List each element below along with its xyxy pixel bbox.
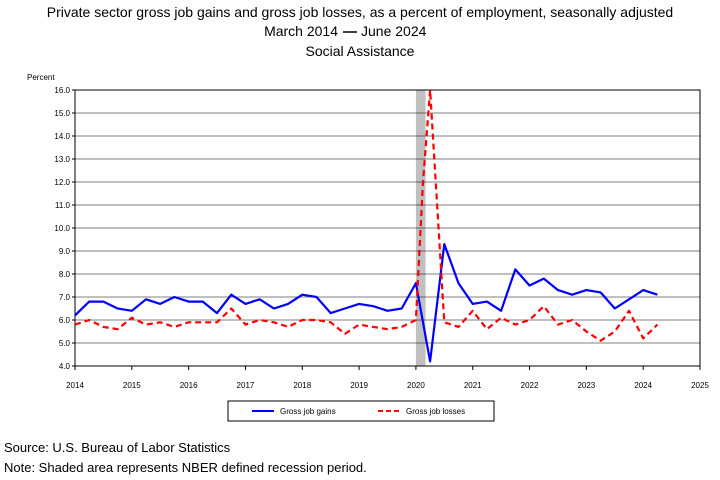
legend: Gross job gains Gross job losses — [227, 400, 495, 422]
y-tick-label: 10.0 — [54, 224, 70, 233]
y-tick-label: 5.0 — [59, 339, 71, 348]
x-tick-label: 2016 — [180, 381, 198, 390]
x-tick-label: 2024 — [634, 381, 652, 390]
series-line-gross-job-gains — [74, 243, 658, 363]
x-tick-label: 2018 — [293, 381, 311, 390]
y-tick-label: 14.0 — [54, 132, 70, 141]
x-tick-label: 2017 — [237, 381, 255, 390]
x-tick-label: 2023 — [577, 381, 595, 390]
y-tick-label: 6.0 — [59, 316, 71, 325]
y-tick-label: 15.0 — [54, 109, 70, 118]
y-tick-label: 9.0 — [59, 247, 71, 256]
legend-box — [227, 400, 495, 422]
y-axis-label: Percent — [27, 73, 55, 82]
series-line-gross-job-losses — [74, 88, 659, 342]
y-tick-label: 8.0 — [59, 270, 71, 279]
x-tick-label: 2021 — [464, 381, 482, 390]
x-axis: 2014 2015 2016 2017 2018 2019 2020 2021 2022 2023… — [66, 366, 709, 390]
series-lines — [74, 88, 659, 363]
chart-subtitle-2: Social Assistance — [306, 43, 415, 59]
y-tick-label: 16.0 — [54, 86, 70, 95]
x-tick-label: 2025 — [691, 381, 709, 390]
x-tick-label: 2014 — [66, 381, 84, 390]
x-tick-label: 2022 — [521, 381, 539, 390]
y-axis: 4.0 5.0 6.0 7.0 8.0 9.0 10.0 11.0 12.0 13.0 14.0 15… — [54, 86, 75, 371]
y-tick-label: 4.0 — [59, 362, 71, 371]
y-tick-label: 13.0 — [54, 155, 70, 164]
subtitle-date-start: March 2014 — [264, 23, 338, 39]
y-tick-label: 12.0 — [54, 178, 70, 187]
source-note: Source: U.S. Bureau of Labor Statistics — [4, 440, 231, 455]
chart-title: Private sector gross job gains and gross… — [47, 4, 673, 20]
y-tick-label: 11.0 — [55, 201, 71, 210]
y-tick-label: 7.0 — [59, 293, 71, 302]
x-tick-label: 2015 — [123, 381, 141, 390]
chart-subtitle: March 2014 June 2024 — [264, 23, 427, 39]
subtitle-date-end: June 2024 — [361, 23, 427, 39]
gridlines — [75, 112, 700, 344]
recession-note: Note: Shaded area represents NBER define… — [4, 460, 367, 475]
x-tick-label: 2019 — [350, 381, 368, 390]
x-tick-label: 2020 — [407, 381, 425, 390]
legend-label-gains: Gross job gains — [280, 407, 336, 416]
legend-label-losses: Gross job losses — [406, 407, 465, 416]
